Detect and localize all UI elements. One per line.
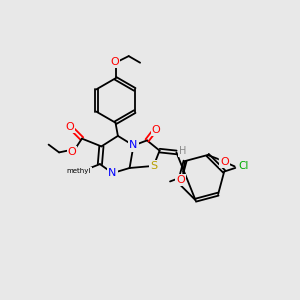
Text: O: O xyxy=(176,175,185,185)
Text: O: O xyxy=(110,57,119,67)
Text: methyl: methyl xyxy=(67,168,91,174)
Text: O: O xyxy=(220,157,229,167)
Text: N: N xyxy=(129,140,138,151)
Text: N: N xyxy=(108,168,117,178)
Text: S: S xyxy=(150,161,157,171)
Text: O: O xyxy=(152,125,160,135)
Text: O: O xyxy=(65,122,74,132)
Text: Cl: Cl xyxy=(238,160,249,170)
Text: O: O xyxy=(68,147,76,157)
Text: H: H xyxy=(179,146,187,156)
